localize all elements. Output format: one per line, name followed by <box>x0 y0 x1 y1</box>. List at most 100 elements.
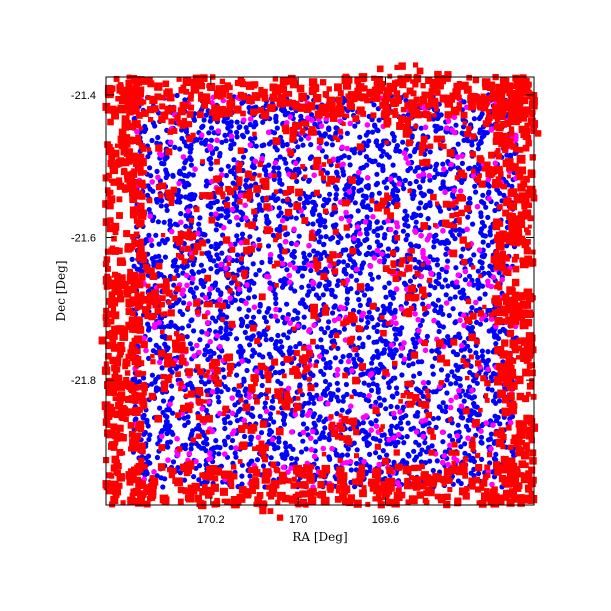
data-point-blue <box>429 443 435 449</box>
data-point-magenta <box>207 286 214 292</box>
data-point-blue <box>236 349 242 355</box>
data-point-magenta <box>364 175 371 181</box>
data-point-magenta <box>395 431 402 438</box>
data-point-blue <box>162 413 168 419</box>
data-point-blue <box>393 148 399 154</box>
data-point-blue <box>377 361 384 367</box>
data-point-magenta <box>416 173 422 179</box>
data-point-red <box>147 106 155 114</box>
data-point-magenta <box>448 161 455 168</box>
data-point-blue <box>403 300 409 306</box>
data-point-blue <box>455 422 461 428</box>
data-point-blue <box>194 137 200 143</box>
data-point-red <box>142 464 148 470</box>
data-point-blue <box>384 152 390 158</box>
data-point-magenta <box>339 144 346 151</box>
data-point-blue <box>440 439 446 445</box>
data-point-blue <box>327 191 333 197</box>
data-point-blue <box>183 223 189 229</box>
data-point-blue <box>422 440 428 446</box>
data-point-blue <box>214 252 220 258</box>
data-point-red <box>525 470 533 478</box>
data-point-blue <box>376 190 382 196</box>
data-point-red <box>134 425 141 432</box>
data-point-blue <box>370 159 376 165</box>
data-point-blue <box>230 180 236 186</box>
data-point-blue <box>145 453 152 459</box>
data-point-magenta <box>228 133 235 139</box>
data-point-blue <box>479 348 485 354</box>
data-point-blue <box>357 150 363 156</box>
data-point-blue <box>238 260 245 266</box>
data-point-blue <box>311 199 317 206</box>
data-point-blue <box>357 134 363 140</box>
data-point-blue <box>418 389 424 395</box>
data-point-blue <box>318 252 324 258</box>
data-point-red <box>456 106 462 112</box>
data-point-magenta <box>353 266 360 273</box>
data-point-blue <box>402 177 408 183</box>
data-point-magenta <box>286 272 293 279</box>
data-point-blue <box>189 385 196 391</box>
data-point-red <box>450 106 460 116</box>
data-point-blue <box>222 384 228 390</box>
data-point-blue <box>460 246 466 252</box>
data-point-blue <box>348 467 354 473</box>
data-point-blue <box>406 355 412 361</box>
data-point-blue <box>347 352 353 358</box>
data-point-red <box>494 132 503 141</box>
data-point-blue <box>509 183 515 189</box>
data-point-blue <box>190 428 196 434</box>
data-point-magenta <box>489 481 495 488</box>
data-point-blue <box>467 369 473 376</box>
data-point-red <box>493 463 499 470</box>
data-point-blue <box>260 119 266 125</box>
data-point-blue <box>432 355 438 361</box>
data-point-blue <box>208 160 214 166</box>
data-point-red <box>400 106 407 113</box>
data-point-blue <box>178 211 184 217</box>
data-point-red <box>495 123 504 132</box>
data-point-blue <box>471 282 477 288</box>
data-point-red <box>204 98 211 105</box>
data-point-blue <box>301 250 307 256</box>
data-point-blue <box>165 426 172 433</box>
data-point-blue <box>476 470 482 477</box>
data-point-red <box>495 241 505 251</box>
data-point-red <box>112 271 119 278</box>
data-point-red <box>110 488 116 494</box>
data-point-blue <box>231 201 237 207</box>
data-point-blue <box>435 415 441 421</box>
data-point-blue <box>190 172 196 178</box>
data-point-red <box>125 79 133 88</box>
data-point-magenta <box>247 116 254 122</box>
data-point-blue <box>458 414 464 420</box>
data-point-magenta <box>305 115 311 121</box>
data-point-blue <box>333 222 339 228</box>
data-point-blue <box>211 130 217 136</box>
data-point-blue <box>452 294 458 300</box>
data-point-red <box>140 494 146 500</box>
data-point-blue <box>407 278 413 284</box>
data-point-magenta <box>439 429 446 436</box>
data-point-blue <box>149 372 155 378</box>
data-point-blue <box>386 384 392 390</box>
data-point-blue <box>484 359 490 365</box>
data-point-blue <box>243 177 249 183</box>
data-point-blue <box>286 348 292 354</box>
data-point-magenta <box>263 408 270 415</box>
data-point-red <box>185 494 195 503</box>
data-point-magenta <box>305 262 312 268</box>
data-point-magenta <box>363 413 370 419</box>
data-point-blue <box>427 149 433 155</box>
data-point-blue <box>329 393 335 399</box>
data-point-red <box>524 122 530 128</box>
data-point-red <box>358 464 366 472</box>
data-point-magenta <box>193 458 199 465</box>
data-point-red <box>186 111 194 118</box>
data-point-blue <box>436 328 442 335</box>
data-point-magenta <box>422 347 429 354</box>
data-point-red <box>109 407 115 413</box>
data-point-red <box>431 100 439 108</box>
data-point-blue <box>364 314 370 320</box>
